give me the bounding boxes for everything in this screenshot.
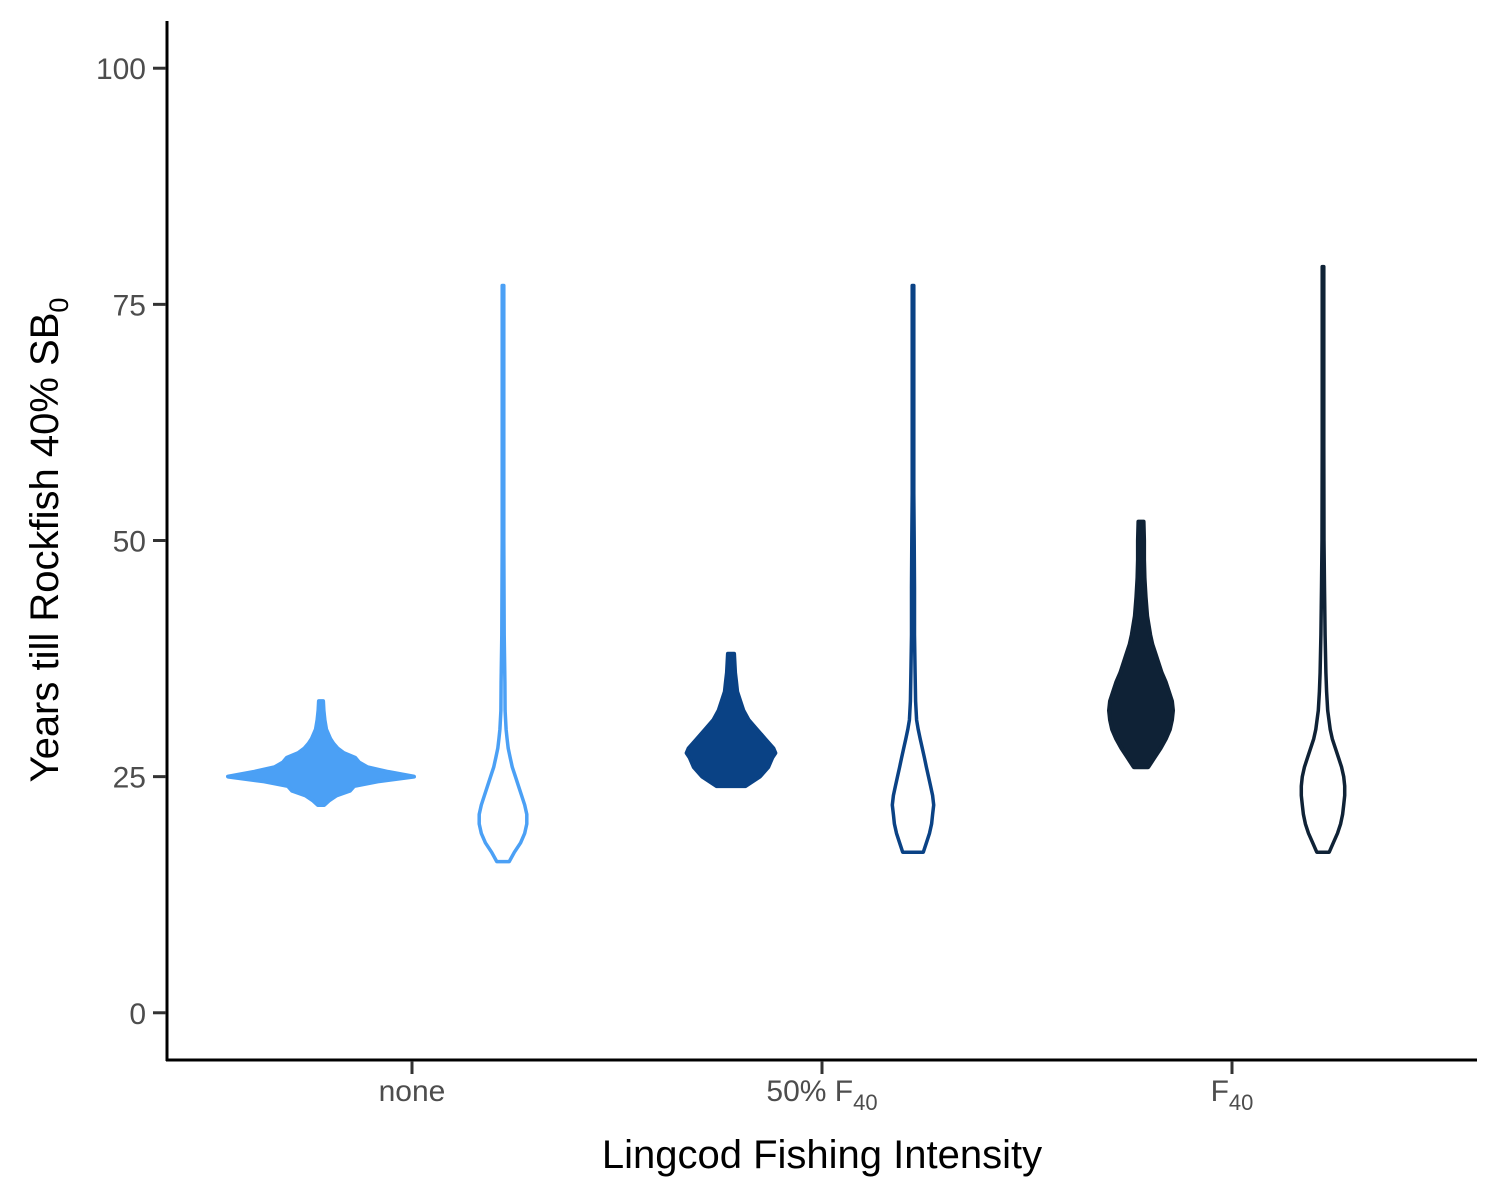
x-tick-label: F40 — [1211, 1075, 1254, 1115]
y-ticks: 0 25 50 75 100 — [96, 53, 166, 1031]
x-tick-label-main: F — [1211, 1075, 1229, 1108]
y-axis-title-main: Years till Rockfish 40% SB — [23, 313, 67, 783]
violin-1-left — [684, 651, 778, 789]
x-tick-label-main: 50% F — [766, 1075, 853, 1108]
y-axis-title: Years till Rockfish 40% SB0 — [23, 298, 74, 783]
violin-1-right — [890, 283, 936, 854]
y-axis-title-subscript: 0 — [44, 298, 74, 313]
y-tick-label: 0 — [129, 998, 146, 1031]
x-tick-label-subscript: 40 — [1229, 1090, 1253, 1115]
x-tick-label-main: none — [379, 1075, 446, 1108]
violin-2-right — [1299, 264, 1347, 854]
violin-2-left — [1107, 519, 1175, 770]
x-tick-label-subscript: 40 — [853, 1090, 877, 1115]
x-tick-label: none — [379, 1075, 446, 1108]
violin-0-right — [477, 283, 529, 864]
violin-0-left — [226, 699, 416, 807]
x-ticks: none 50% F40 F40 — [379, 1061, 1254, 1115]
y-tick-label: 25 — [113, 762, 146, 795]
x-axis-title: Lingcod Fishing Intensity — [602, 1133, 1042, 1177]
y-tick-label: 50 — [113, 526, 146, 559]
y-tick-label: 75 — [113, 289, 146, 322]
violin-layer — [226, 264, 1347, 864]
x-tick-label: 50% F40 — [766, 1075, 877, 1115]
y-tick-label: 100 — [96, 53, 146, 86]
